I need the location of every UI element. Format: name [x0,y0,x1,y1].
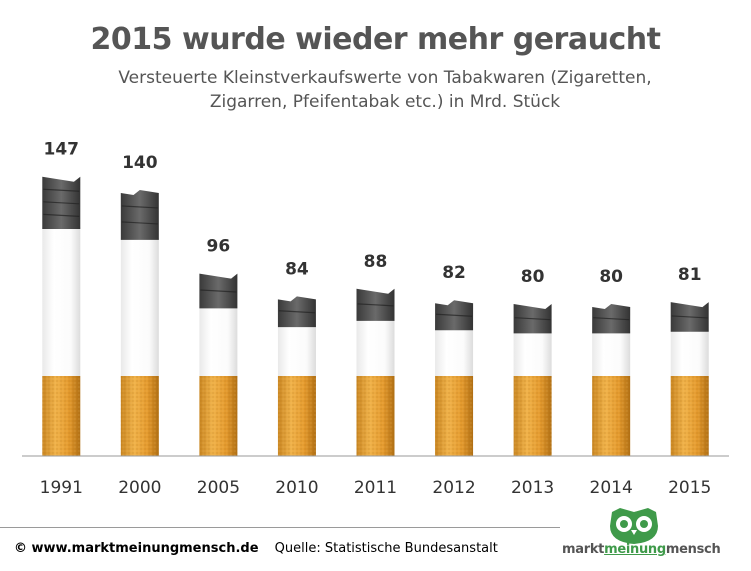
cigarette-ash-segment [43,188,80,192]
value-labels: 147 140 96 84 88 82 80 80 81 [44,140,702,287]
value-label: 140 [122,153,158,173]
cigarette-ash-segment [514,317,551,321]
x-tick-label: 2000 [118,478,161,498]
cigarette-bar [670,302,709,456]
cigarette-paper [42,226,81,376]
brand-part-mensch: mensch [665,542,721,557]
x-tick-label: 2013 [511,478,554,498]
cigarette-filter-texture [435,376,474,456]
brand-logo: marktmeinungmensch [562,506,742,566]
cigarette-ash-segment [121,221,158,225]
cigarette-ash-segment [593,317,630,321]
cigarette-bar [435,300,474,456]
cigarette-filter-texture [42,376,81,456]
brand-part-markt: markt [562,542,605,557]
cigarette-ash-segment [671,315,708,319]
cigarette-filter-texture [277,376,316,456]
cigarette-ash [120,190,159,240]
cigarette-filter-texture [356,376,395,456]
brand-part-meinung: meinung [604,542,666,557]
cigarette-filter-texture [120,376,159,456]
x-tick-label: 2012 [432,478,475,498]
x-tick-label: 2014 [590,478,633,498]
cigarette-bar [277,296,316,456]
cigarette-paper [356,318,395,376]
value-label: 80 [521,267,545,287]
bars-group [42,176,709,456]
copyright-text: © www.marktmeinungmensch.de [14,541,259,556]
x-tick-label: 2015 [668,478,711,498]
cigarette-ash-segment [436,313,473,317]
cigarette-ash-segment [121,205,158,209]
value-label: 96 [207,237,231,257]
cigarette-filter-texture [199,376,238,456]
cigarette-ash-segment [357,303,394,307]
chart-subtitle-line-2: Zigarren, Pfeifentabak etc.) in Mrd. Stü… [209,92,561,112]
cigarette-paper [277,325,316,376]
brand-name: marktmeinungmensch [562,542,721,557]
x-tick-label: 2011 [354,478,397,498]
cigarette-paper [199,306,238,376]
cigarette-ash-segment [43,201,80,205]
cigarette-paper [670,329,709,376]
cigarette-ash-segment [278,310,315,314]
owl-icon [610,508,658,544]
cigarette-bar [356,288,395,456]
cigarette-paper [435,328,474,376]
source-text: Quelle: Statistische Bundesanstalt [274,541,498,556]
cigarette-paper [120,237,159,376]
x-tick-label: 2005 [197,478,240,498]
value-label: 80 [599,267,623,287]
value-label: 147 [44,140,80,160]
cigarette-bar [513,304,552,456]
cigarette-ash-segment [200,289,237,293]
cigarette-filter-texture [592,376,631,456]
chart-title: 2015 wurde wieder mehr geraucht [90,22,661,57]
x-tick-labels: 1991 2000 2005 2010 2011 2012 2013 2014 2015 [40,478,712,498]
cigarette-bar [592,304,631,456]
cigarette-bar [42,176,81,456]
cigarette-bar [120,190,159,456]
cigarette-paper [513,331,552,376]
value-label: 84 [285,259,309,279]
x-tick-label: 2010 [275,478,318,498]
value-label: 82 [442,263,466,283]
chart-subtitle-line-1: Versteuerte Kleinstverkaufswerte von Tab… [118,68,652,88]
chart-subtitle: Versteuerte Kleinstverkaufswerte von Tab… [60,66,710,114]
value-label: 88 [364,252,388,272]
x-tick-label: 1991 [40,478,83,498]
footer: © www.marktmeinungmensch.de Quelle: Stat… [14,541,498,556]
cigarette-ash-segment [43,213,80,218]
cigarette-bar [199,273,238,456]
cigarette-filter-texture [513,376,552,456]
footer-divider [0,527,560,528]
cigarette-filter-texture [670,376,709,456]
value-label: 81 [678,265,702,285]
cigarette-paper [592,331,631,376]
